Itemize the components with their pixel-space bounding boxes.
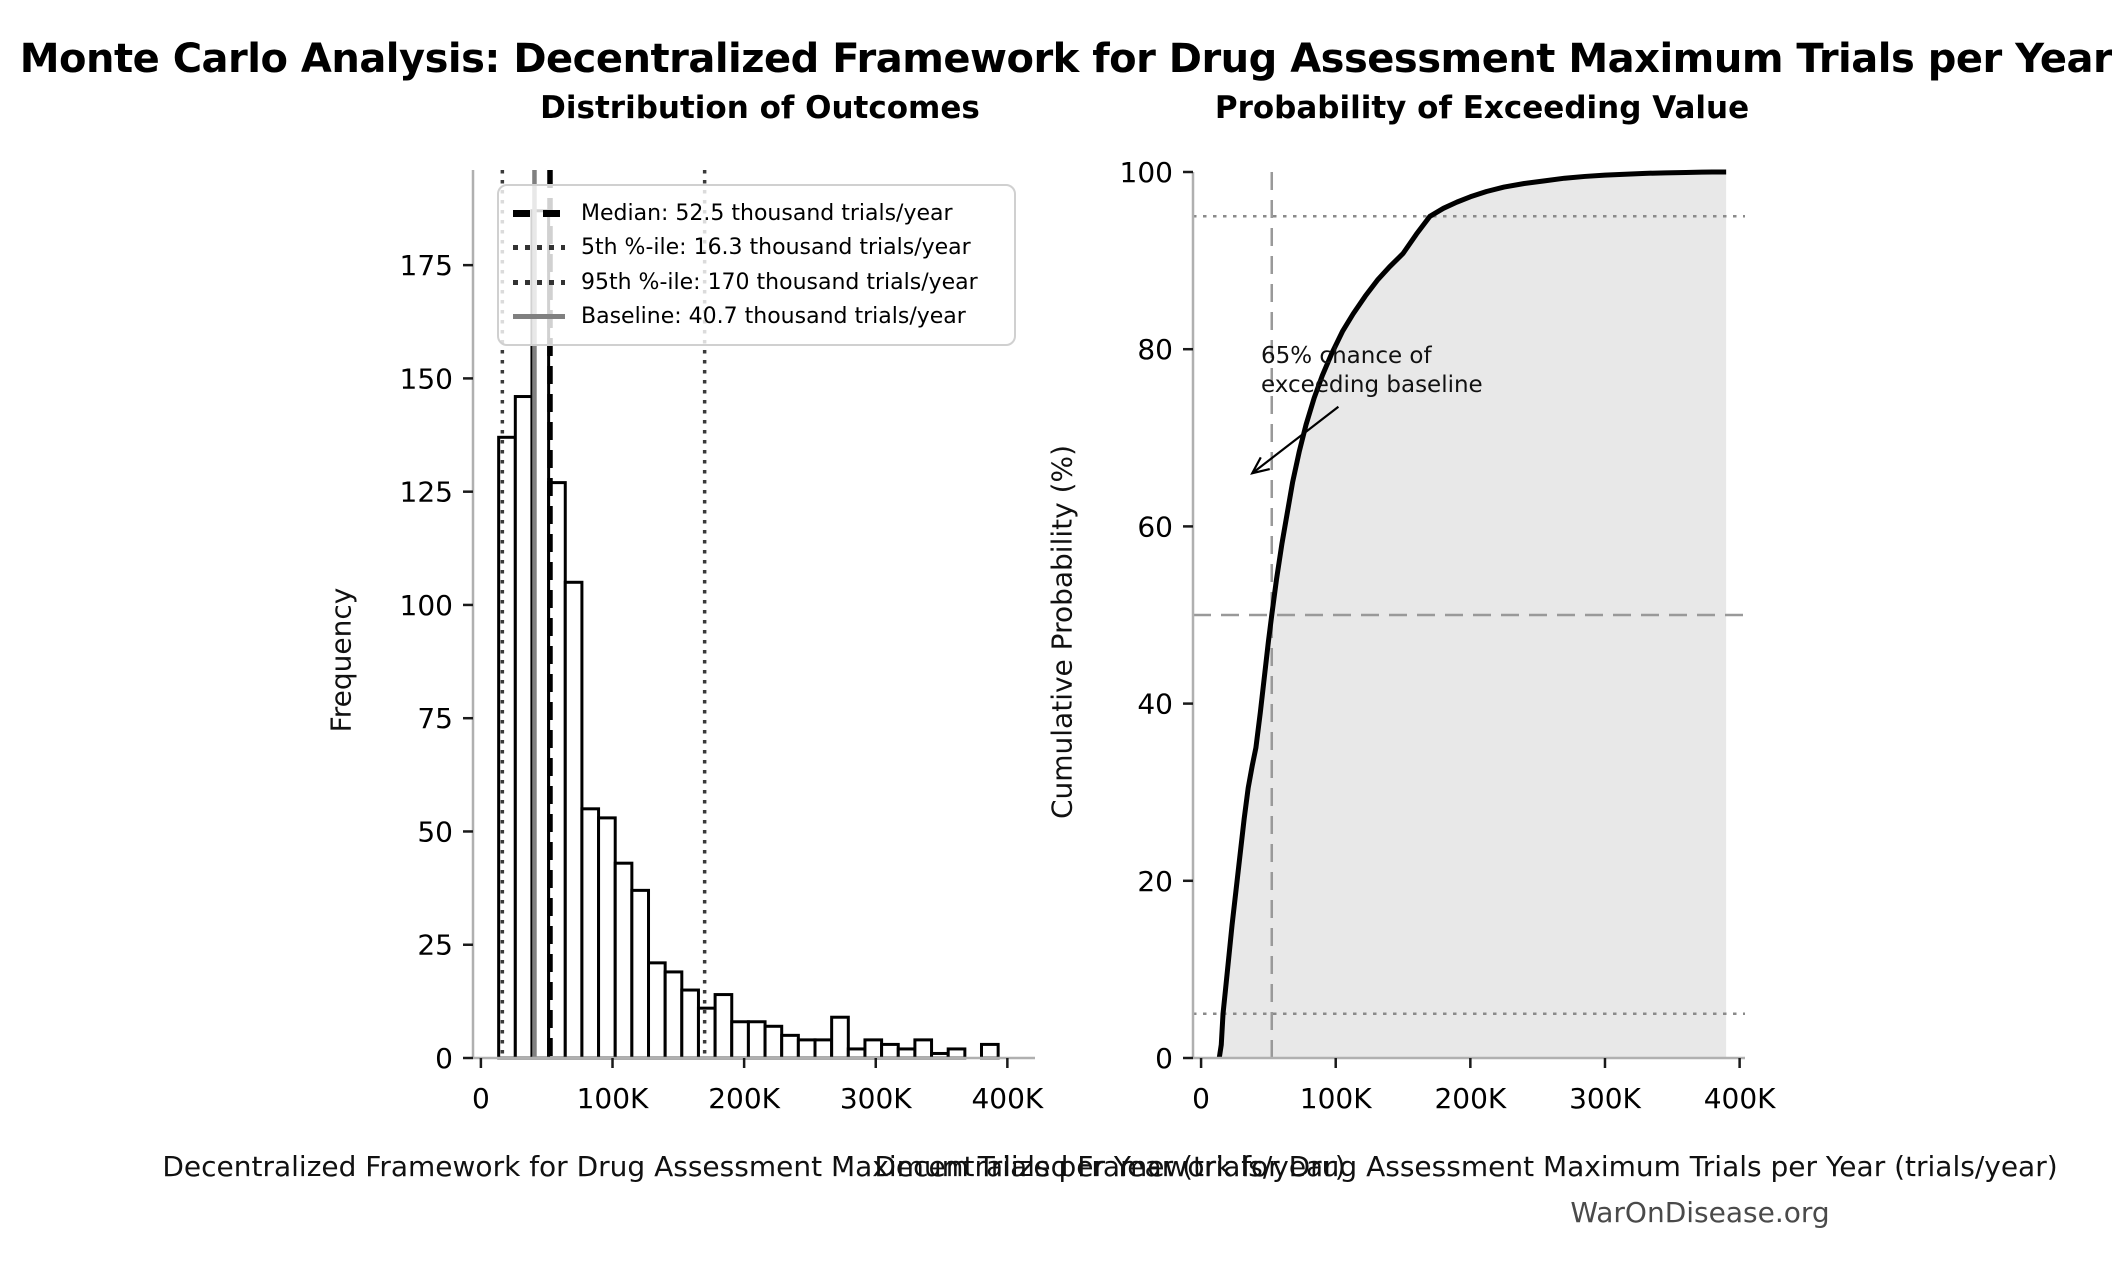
- hist-bar: [647, 961, 667, 1060]
- right-chart-y-tick-label: 0: [1155, 1042, 1173, 1075]
- right-chart-y-tick-label: 40: [1137, 688, 1173, 721]
- right-chart-x-tick-label: 100K: [1300, 1082, 1372, 1115]
- legend-item-median: Median: 52.5 thousand trials/year: [513, 196, 1000, 230]
- left-chart-x-tick-label: 400K: [971, 1082, 1043, 1115]
- legend-item-percentile-95: 95th %-ile: 170 thousand trials/year: [513, 265, 1000, 299]
- hist-bar: [813, 1038, 834, 1060]
- right-y-axis-label: Cumulative Probability (%): [1045, 444, 1079, 820]
- percentile-5-line-sample-icon: [513, 245, 565, 251]
- annotation-arrowhead-icon: [1250, 456, 1270, 475]
- hist-bar: [796, 1038, 817, 1060]
- right-chart-x-tick-label: 400K: [1704, 1082, 1776, 1115]
- hist-bar: [613, 861, 634, 1060]
- legend-item-baseline: Baseline: 40.7 thousand trials/year: [513, 300, 1000, 334]
- hist-bar: [746, 1020, 767, 1060]
- hist-bar: [663, 970, 684, 1060]
- figure-title: Monte Carlo Analysis: Decentralized Fram…: [19, 36, 2112, 82]
- hist-bar: [696, 1006, 717, 1060]
- left-chart-x-tick-label: 100K: [577, 1082, 649, 1115]
- percentile-95-line-sample-icon: [513, 279, 565, 285]
- hist-bar: [597, 816, 617, 1060]
- cdf-shaded-area: [1219, 172, 1727, 1058]
- right-chart-y-tick-label: 80: [1137, 333, 1173, 366]
- legend: Median: 52.5 thousand trials/year 5th %-…: [497, 184, 1016, 346]
- hist-bar: [880, 1042, 900, 1060]
- annotation-line-1: 65% chance of: [1261, 343, 1432, 369]
- left-chart-y-tick-label: 50: [417, 815, 453, 848]
- hist-bar: [580, 807, 601, 1060]
- hist-bar: [680, 988, 700, 1060]
- left-chart-y-tick-label: 25: [417, 929, 453, 962]
- right-chart-title: Probability of Exceeding Value: [1214, 90, 1750, 126]
- left-chart-y-tick-label: 0: [435, 1042, 453, 1075]
- left-chart-y-tick-label: 100: [400, 589, 453, 622]
- hist-bar: [913, 1038, 934, 1060]
- annotation-line-2: exceeding baseline: [1261, 372, 1483, 398]
- left-chart-x-tick-label: 300K: [840, 1082, 912, 1115]
- left-chart-y-tick-label: 175: [400, 249, 453, 282]
- left-chart-y-tick-label: 75: [417, 702, 453, 735]
- right-x-axis-label: Decentralized Framework for Drug Assessm…: [874, 1150, 2058, 1183]
- hist-bar: [979, 1042, 1000, 1060]
- left-chart-y-tick-label: 125: [400, 476, 453, 509]
- left-chart-y-tick-label: 150: [400, 362, 453, 395]
- baseline-line-sample-icon: [513, 314, 565, 320]
- hist-bar: [713, 993, 734, 1060]
- legend-item-percentile-5: 5th %-ile: 16.3 thousand trials/year: [513, 231, 1000, 265]
- hist-bar: [513, 395, 534, 1060]
- left-x-axis-label: Decentralized Framework for Drug Assessm…: [162, 1150, 1346, 1183]
- hist-bar: [780, 1033, 800, 1060]
- cdf-curve: [1216, 169, 1727, 1059]
- cdf-annotation: 65% chance of exceeding baseline: [1261, 342, 1483, 400]
- legend-label: 95th %-ile: 170 thousand trials/year: [581, 269, 978, 295]
- annotation-arrow: [1251, 405, 1340, 475]
- right-chart-x-tick-label: 300K: [1569, 1082, 1641, 1115]
- left-chart-axes: 0 100K 200K 300K 400K 0 25 50 75 100 125 150 175: [400, 170, 1044, 1115]
- right-chart-y-tick-label: 100: [1120, 156, 1173, 189]
- left-chart-x-tick-label: 0: [472, 1082, 490, 1115]
- hist-bar: [830, 1015, 850, 1060]
- hist-bar: [863, 1038, 884, 1060]
- median-line-sample-icon: [513, 209, 565, 217]
- legend-label: Baseline: 40.7 thousand trials/year: [581, 304, 966, 330]
- hist-bar: [846, 1047, 867, 1060]
- left-chart-x-tick-label: 200K: [708, 1082, 780, 1115]
- hist-bar: [563, 580, 584, 1060]
- legend-label: Median: 52.5 thousand trials/year: [581, 200, 953, 226]
- right-chart-y-tick-label: 60: [1137, 510, 1173, 543]
- hist-bar: [763, 1024, 784, 1060]
- hist-bar: [630, 888, 651, 1060]
- hist-bar: [896, 1047, 917, 1060]
- right-chart-axes: 0 100K 200K 300K 400K 0 20 40 60 80 100: [1120, 156, 1777, 1115]
- right-chart-y-tick-label: 20: [1137, 865, 1173, 898]
- hist-bar: [946, 1047, 967, 1060]
- legend-label: 5th %-ile: 16.3 thousand trials/year: [581, 235, 971, 261]
- hist-bar: [730, 1020, 750, 1060]
- left-y-axis-label: Frequency: [324, 587, 358, 733]
- watermark: WarOnDisease.org: [1570, 1196, 1830, 1229]
- right-chart-x-tick-label: 200K: [1434, 1082, 1506, 1115]
- left-chart-title: Distribution of Outcomes: [540, 90, 980, 126]
- right-chart-x-tick-label: 0: [1192, 1082, 1210, 1115]
